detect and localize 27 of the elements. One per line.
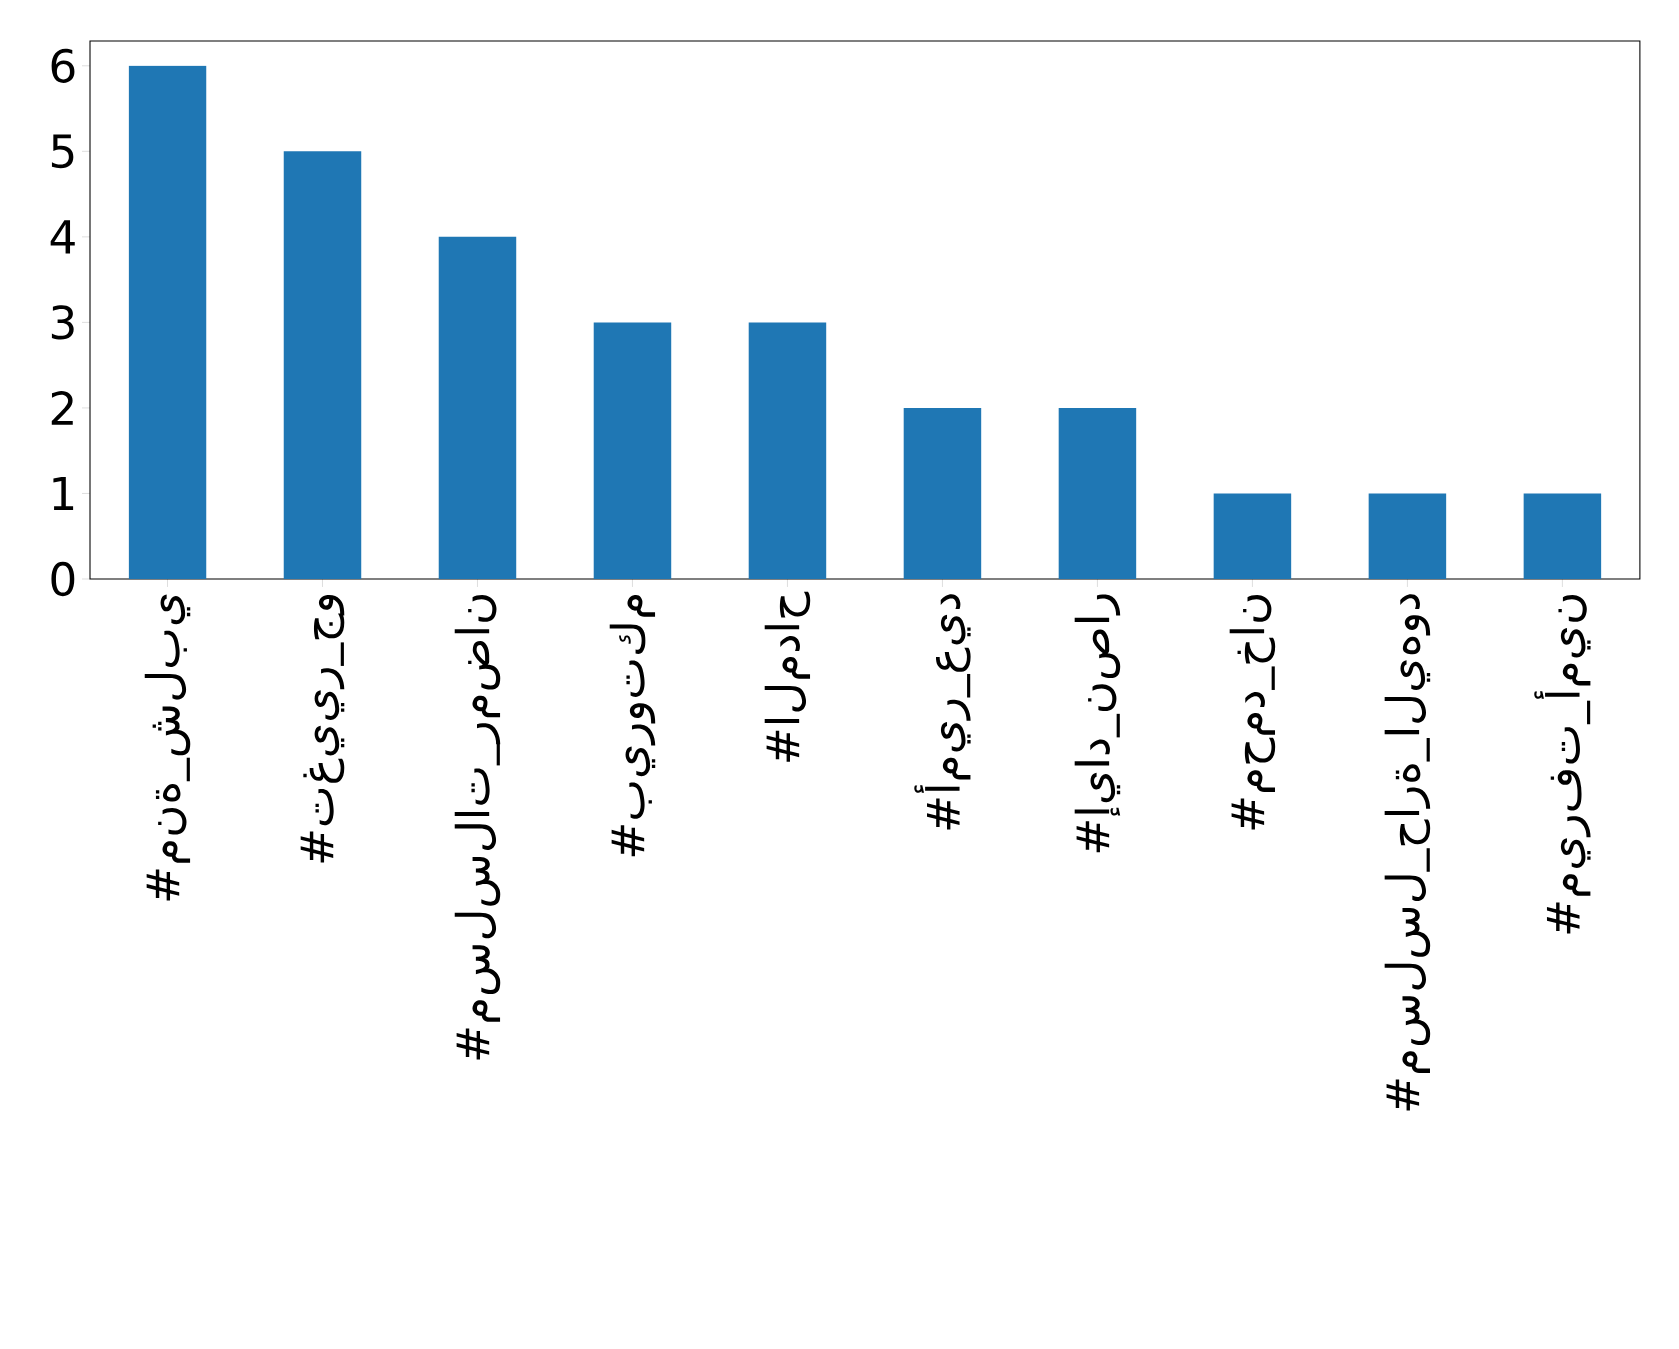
bar (903, 407, 982, 579)
x-tick-label: #بيروتكم (609, 595, 656, 857)
bar (1058, 407, 1137, 579)
y-tick-label: 2 (51, 391, 73, 425)
bar (128, 65, 207, 579)
bar (283, 151, 362, 579)
x-tick-label: #مسلسلات_رمضان (454, 595, 501, 1060)
y-tick-label: 6 (51, 48, 75, 83)
y-tick-label: 1 (53, 476, 74, 510)
x-tick-label: #محمد_خان (1229, 595, 1276, 830)
bar (438, 236, 517, 579)
y-tick-label: 5 (51, 134, 74, 169)
y-tick-label: 3 (51, 305, 74, 340)
bar (1213, 493, 1292, 579)
x-tick-label: #منة_شلبي (144, 594, 191, 901)
bar (1523, 493, 1602, 579)
x-tick-label: #مسلسل_حارة_اليهود (1384, 594, 1431, 1111)
bar (593, 322, 672, 579)
x-tick-label: #المداح (764, 591, 811, 762)
x-tick-label: #ميرفت_أمين (1534, 595, 1591, 934)
bar (1368, 493, 1447, 579)
bar (748, 322, 827, 579)
x-tick-label: #تغيير_جو (300, 595, 345, 863)
x-tick-label: #أمير_عيد (914, 594, 971, 830)
y-tick-label: 4 (50, 220, 75, 254)
y-tick-label: 0 (51, 561, 75, 597)
x-tick-label: #إياد_نصار (1074, 594, 1121, 853)
